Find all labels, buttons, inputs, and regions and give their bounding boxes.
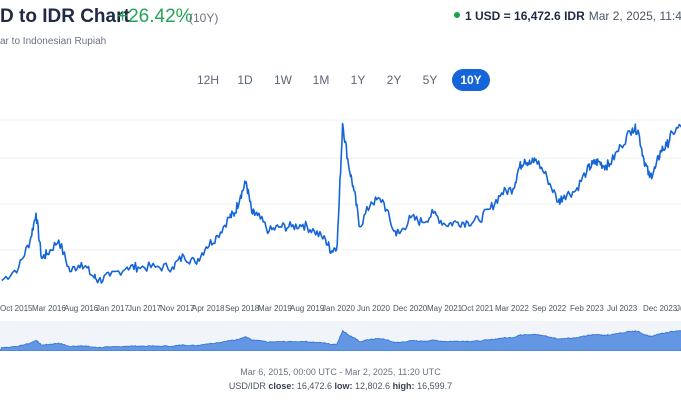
live-dot-icon (454, 12, 460, 18)
pair-label: USD/IDR (228, 381, 266, 391)
x-tick-label: Jun 2017 (128, 304, 161, 313)
x-tick-label: Mar 2019 (258, 304, 292, 313)
range-navigator[interactable] (0, 321, 681, 352)
usd-idr-line (1, 122, 681, 284)
x-tick-label: Dec 2023 (643, 304, 678, 313)
range-button-2y[interactable]: 2Y (386, 73, 402, 87)
x-tick-label: Jun 2024 (676, 304, 681, 313)
x-tick-label: Mar 2016 (32, 304, 66, 313)
x-tick-label: Apr 2018 (192, 304, 225, 313)
x-tick-label: Jul 2023 (607, 304, 638, 313)
price-chart-svg (0, 119, 681, 284)
x-tick-label: Sep 2022 (532, 304, 567, 313)
period-label: (10Y) (189, 11, 219, 25)
date-range-text: Mar 6, 2015, 00:00 UTC - Mar 2, 2025, 11… (240, 367, 441, 377)
high-value: 16,599.7 (417, 381, 453, 391)
x-tick-label: Jan 2017 (96, 304, 129, 313)
x-tick-label: Mar 2022 (495, 304, 529, 313)
chart-subtitle: ar to Indonesian Rupiah (0, 36, 107, 47)
navigator-svg (0, 329, 681, 352)
low-value: 12,802.6 (355, 381, 391, 391)
range-button-1y[interactable]: 1Y (350, 73, 366, 87)
range-button-1d[interactable]: 1D (237, 73, 253, 87)
range-button-12h[interactable]: 12H (196, 73, 219, 87)
range-button-5y[interactable]: 5Y (422, 73, 438, 87)
x-tick-label: Oct 2021 (461, 304, 494, 313)
ohlc-summary: USD/IDR close: 16,472.6 low: 12,802.6 hi… (0, 381, 681, 391)
percent-change: +26.42% (117, 6, 193, 27)
high-label: high: (392, 381, 415, 391)
close-label: close: (268, 381, 295, 391)
x-axis-labels: Oct 2015 Mar 2016 Aug 2016 Jan 2017 Jun 2017… (0, 304, 681, 318)
x-tick-label: Dec 2020 (393, 304, 428, 313)
x-tick-label: May 2021 (427, 304, 463, 313)
x-tick-label: Jun 2020 (357, 304, 390, 313)
x-tick-label: Aug 2019 (290, 304, 325, 313)
x-tick-label: Oct 2015 (0, 304, 33, 313)
rate-value: 1 USD = 16,472.6 IDR (465, 9, 585, 23)
navigator-area (0, 329, 681, 352)
chart-title: D to IDR Chart (0, 6, 130, 27)
low-label: low: (334, 381, 353, 391)
x-tick-label: Aug 2016 (64, 304, 99, 313)
price-chart[interactable] (0, 104, 681, 314)
range-button-1w[interactable]: 1W (274, 73, 292, 87)
rate-timestamp: Mar 2, 2025, 11:48 (588, 9, 681, 23)
current-rate: 1 USD = 16,472.6 IDR Mar 2, 2025, 11:48 (454, 9, 681, 23)
x-tick-label: Jan 2020 (322, 304, 355, 313)
x-tick-label: Sep 2018 (225, 304, 260, 313)
close-value: 16,472.6 (296, 381, 332, 391)
x-tick-label: Feb 2023 (570, 304, 604, 313)
range-button-10y[interactable]: 10Y (452, 69, 490, 91)
x-tick-label: Nov 2017 (160, 304, 195, 313)
range-button-1m[interactable]: 1M (312, 73, 330, 87)
